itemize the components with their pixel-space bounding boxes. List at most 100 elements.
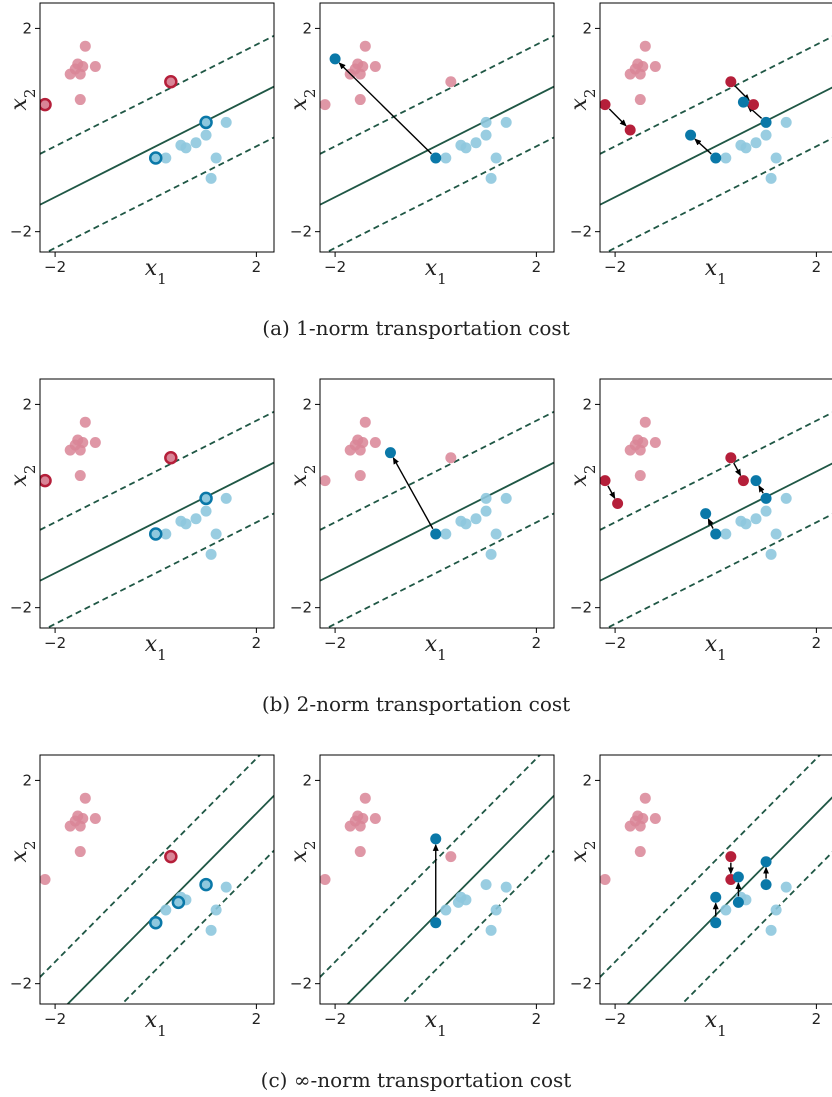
support-red-point <box>164 75 178 89</box>
decision-boundary-line <box>626 796 832 1004</box>
red-point <box>359 40 371 52</box>
red-point <box>89 813 101 825</box>
x-tick-label: 2 <box>532 1010 542 1028</box>
moved-red-point <box>600 475 611 487</box>
panel-c-3: −2 2 −2 2 x1 x2 <box>567 754 832 1040</box>
red-point <box>649 437 661 449</box>
x-axis-label: x1 <box>705 632 727 664</box>
transport-arrow <box>758 484 765 494</box>
margin-line <box>40 410 274 531</box>
moved-red-point <box>612 498 624 509</box>
moved-blue-point <box>710 891 722 903</box>
y-axis-label: x2 <box>287 841 319 863</box>
decision-boundary-line <box>320 461 554 582</box>
x-axis-label: x1 <box>425 632 447 664</box>
margin-line <box>320 755 542 978</box>
blue-point <box>175 515 187 527</box>
blue-point <box>780 881 792 893</box>
red-point <box>320 874 331 885</box>
panel-c-2: −2 2 −2 2 x1 x2 <box>287 754 555 1040</box>
blue-point <box>500 881 512 893</box>
decision-boundary-line <box>40 461 274 582</box>
blue-point <box>765 924 777 936</box>
panel-b-2: −2 2 −2 2 x1 x2 <box>287 378 555 664</box>
moved-blue-point <box>329 53 341 65</box>
moved-blue-point <box>430 152 442 164</box>
blue-point <box>750 513 762 525</box>
red-point <box>79 40 91 52</box>
y-tick-label: −2 <box>10 599 32 617</box>
plot-area <box>40 34 274 252</box>
blue-point <box>720 152 732 164</box>
moved-blue-point <box>732 896 744 908</box>
red-point <box>79 792 91 804</box>
red-point <box>344 444 356 456</box>
blue-point <box>770 152 782 164</box>
red-point <box>649 61 661 73</box>
transport-arrow <box>392 457 434 530</box>
margin-line <box>600 755 822 978</box>
blue-point <box>480 505 492 517</box>
blue-point <box>190 513 202 525</box>
y-tick-label: 2 <box>22 19 32 37</box>
blue-point <box>220 492 232 504</box>
x-axis-label: x1 <box>425 256 447 288</box>
support-blue-point <box>199 491 213 506</box>
red-point <box>634 470 646 482</box>
y-axis-label: x2 <box>7 465 39 487</box>
red-point <box>72 58 84 70</box>
margin-line <box>600 411 832 531</box>
y-tick-label: 2 <box>302 19 312 37</box>
moved-red-point <box>624 124 636 136</box>
plot-area <box>40 755 274 1004</box>
support-red-point <box>164 451 178 465</box>
blue-point <box>175 139 187 151</box>
x-axis-label: x1 <box>705 256 727 288</box>
y-tick-label: 2 <box>582 395 592 413</box>
margin-line <box>320 34 554 155</box>
blue-point <box>770 528 782 540</box>
red-point <box>354 470 366 482</box>
moved-red-point <box>725 851 737 863</box>
red-point <box>89 61 101 73</box>
axes-frame <box>599 2 832 253</box>
y-tick-label: 2 <box>22 395 32 413</box>
y-tick-label: −2 <box>10 223 32 241</box>
plot-area <box>320 34 554 252</box>
red-point <box>639 40 651 52</box>
blue-point <box>440 528 452 540</box>
plot-area <box>600 35 832 252</box>
x-tick-label: 2 <box>252 258 262 276</box>
x-axis-label: x1 <box>145 1008 167 1040</box>
moved-blue-point <box>760 116 772 128</box>
panel-c-1: −2 2 −2 2 x1 x2 <box>7 754 275 1040</box>
y-tick-label: −2 <box>570 223 592 241</box>
panel-a-3: −2 2 −2 2 x1 x2 <box>567 2 832 288</box>
decision-boundary-line <box>346 795 554 1004</box>
x-axis-label: x1 <box>425 1008 447 1040</box>
red-point <box>40 874 51 885</box>
red-point <box>369 813 381 825</box>
caption-a: (a) 1-norm transportation cost <box>262 316 570 340</box>
red-point <box>64 820 76 832</box>
moved-blue-point <box>685 129 697 141</box>
red-point <box>89 437 101 449</box>
plot-area <box>600 755 832 1004</box>
blue-point <box>770 904 782 916</box>
transport-arrow <box>608 108 627 127</box>
red-point <box>72 434 84 446</box>
margin-line <box>120 849 274 1004</box>
blue-point <box>480 116 492 128</box>
blue-point <box>220 881 232 893</box>
y-tick-label: 2 <box>302 771 312 789</box>
transport-arrow <box>338 62 432 155</box>
blue-point <box>200 505 212 517</box>
y-axis-label: x2 <box>7 89 39 111</box>
axes-frame <box>599 754 832 1005</box>
blue-point <box>440 152 452 164</box>
red-point <box>639 416 651 428</box>
x-tick-label: −2 <box>324 258 346 276</box>
y-axis-label: x2 <box>567 465 599 487</box>
red-point <box>445 452 457 464</box>
red-point <box>64 444 76 456</box>
